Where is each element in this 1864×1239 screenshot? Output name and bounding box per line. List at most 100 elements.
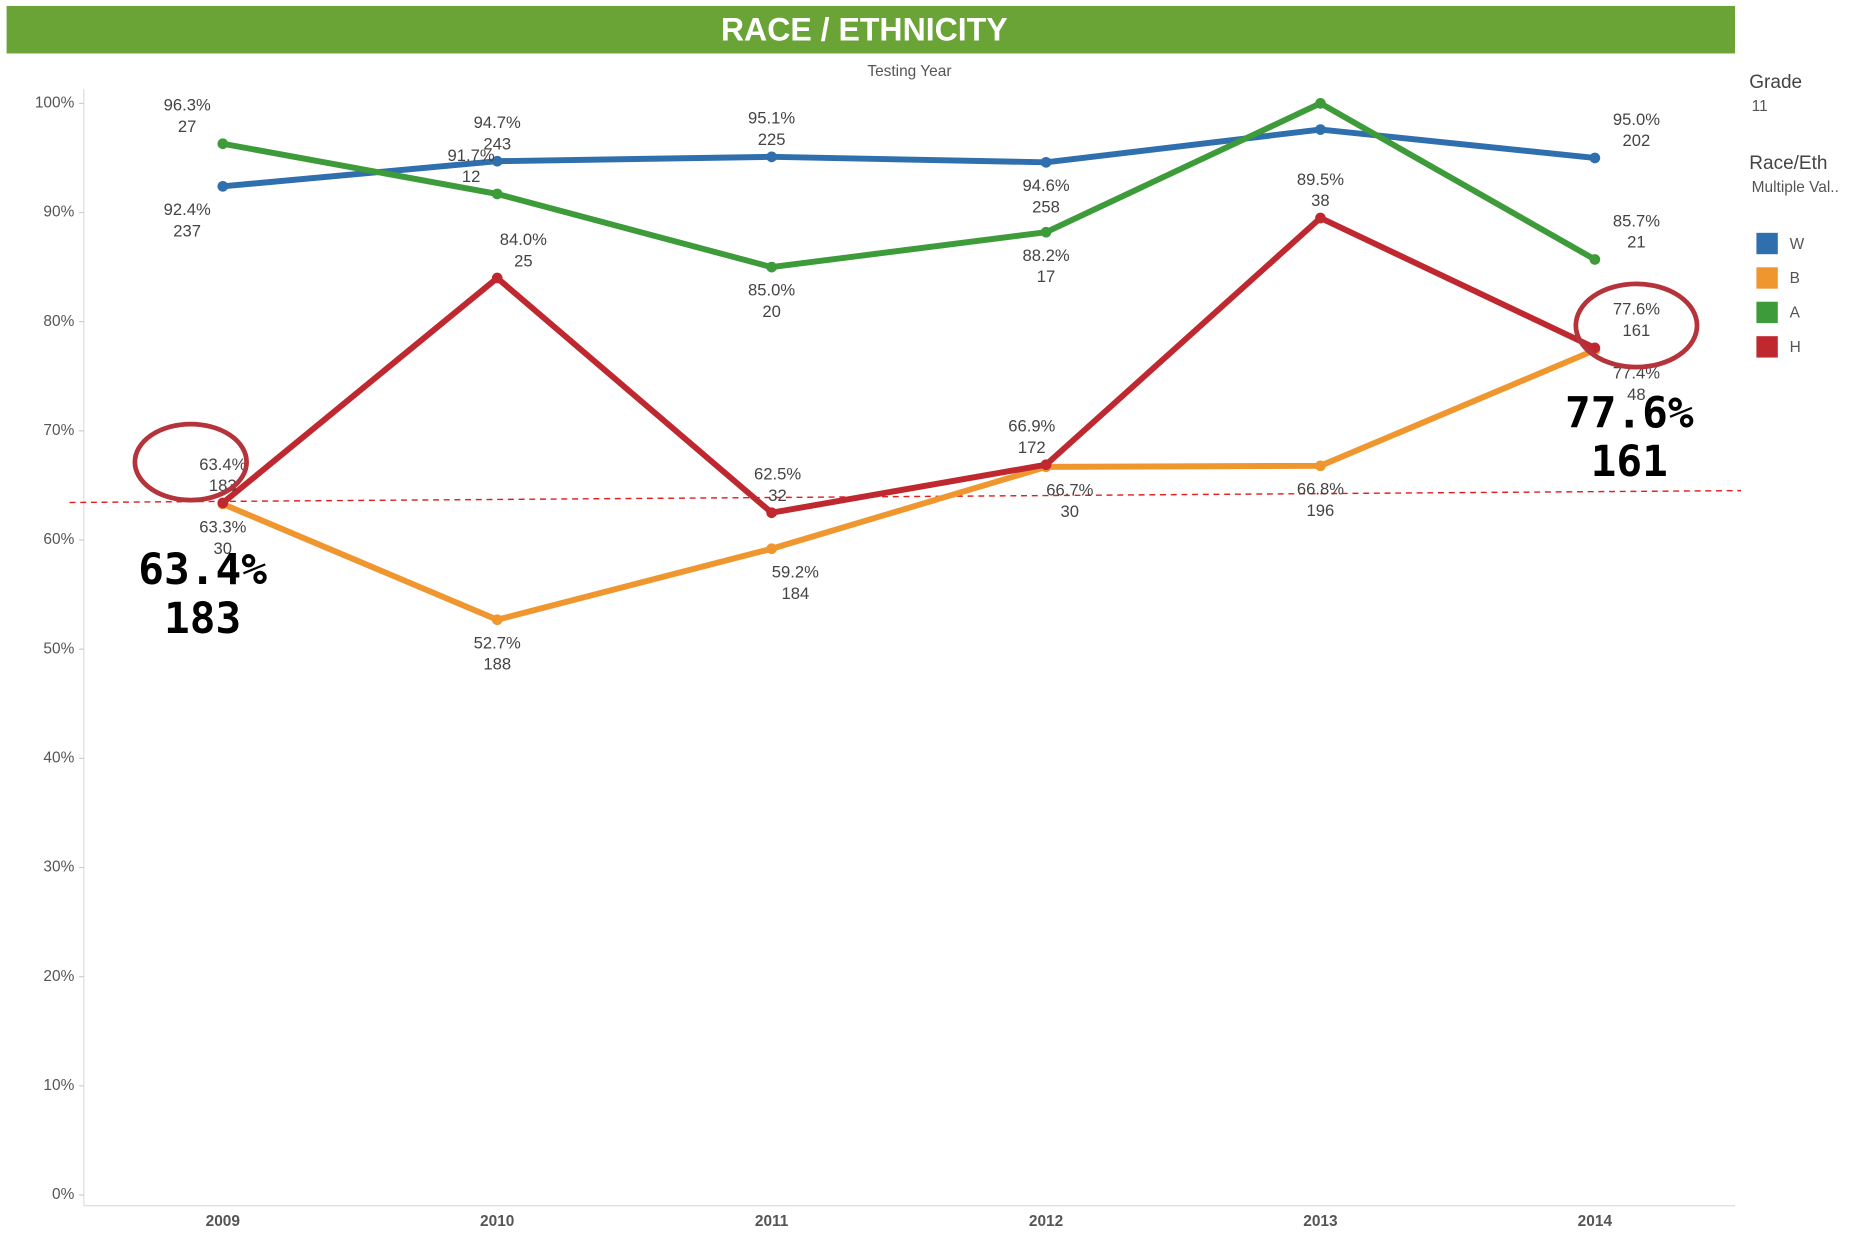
data-point [1040, 226, 1052, 238]
data-label: 85.7% [1613, 211, 1660, 230]
x-axis-title: Testing Year [867, 63, 951, 80]
data-count: 30 [1061, 502, 1080, 521]
data-count: 48 [1627, 385, 1646, 404]
data-count: 243 [483, 134, 511, 153]
data-label: 96.3% [164, 96, 211, 115]
data-count: 237 [173, 221, 201, 240]
y-tick-label: 100% [35, 94, 75, 111]
legend-label: H [1790, 339, 1801, 356]
annotation: 63.4% [138, 545, 267, 595]
filter-value: Multiple Val.. [1752, 179, 1839, 196]
x-tick-label: 2009 [206, 1213, 241, 1230]
data-count: 196 [1307, 501, 1335, 520]
y-tick-label: 40% [43, 749, 74, 766]
data-count: 12 [462, 167, 481, 186]
annotation: 77.6% [1565, 388, 1694, 438]
data-label: 91.7% [448, 146, 495, 165]
data-point [1589, 152, 1601, 164]
data-label: 94.7% [474, 113, 521, 132]
data-point [491, 188, 503, 200]
data-count: 21 [1627, 233, 1646, 252]
y-tick-label: 30% [43, 859, 74, 876]
annotation: 183 [164, 594, 241, 644]
data-label: 52.7% [474, 633, 521, 652]
data-count: 20 [762, 302, 781, 321]
data-label: 66.8% [1297, 479, 1344, 498]
data-label: 92.4% [164, 200, 211, 219]
data-count: 38 [1311, 191, 1330, 210]
data-point [491, 155, 503, 167]
y-tick-label: 70% [43, 422, 74, 439]
data-count: 30 [214, 539, 233, 558]
data-point [1315, 460, 1326, 472]
data-label: 66.7% [1046, 481, 1093, 500]
highlight-circle [1573, 281, 1700, 370]
y-tick-label: 50% [43, 640, 74, 657]
data-point [1589, 254, 1601, 265]
data-label: 66.9% [1008, 417, 1055, 436]
y-tick-label: 20% [43, 968, 74, 985]
x-tick-label: 2012 [1029, 1213, 1063, 1230]
annotation: 161 [1591, 437, 1668, 487]
data-count: 25 [514, 251, 533, 270]
data-point [217, 180, 229, 192]
data-label: 59.2% [772, 562, 819, 581]
title-banner [6, 5, 1736, 54]
data-point [766, 261, 777, 273]
series-line [220, 215, 1597, 516]
data-point [766, 151, 777, 163]
x-tick-label: 2013 [1303, 1213, 1338, 1230]
x-tick-label: 2014 [1578, 1213, 1613, 1230]
data-point [491, 614, 503, 626]
data-label: 95.0% [1613, 110, 1660, 129]
legend-label: B [1790, 270, 1800, 287]
data-point [1040, 459, 1052, 471]
y-tick-label: 0% [52, 1186, 75, 1203]
data-count: 27 [178, 117, 197, 136]
legend-swatch [1756, 301, 1778, 324]
data-point [1040, 156, 1052, 168]
data-count: 32 [768, 486, 787, 505]
data-label: 89.5% [1297, 170, 1344, 189]
series-line [222, 126, 1596, 190]
data-point [766, 543, 777, 555]
x-tick-label: 2011 [755, 1213, 789, 1230]
data-count: 17 [1037, 267, 1055, 286]
data-count: 184 [782, 584, 810, 603]
legend-swatch [1756, 267, 1778, 289]
data-label: 84.0% [500, 230, 547, 249]
highlight-circle [132, 421, 249, 503]
legend-label: A [1790, 305, 1801, 322]
data-label: 77.6% [1613, 300, 1660, 319]
data-point [1315, 212, 1326, 224]
data-count: 172 [1018, 438, 1046, 457]
y-tick-label: 90% [43, 204, 74, 221]
data-point [217, 138, 229, 150]
data-count: 188 [483, 655, 511, 674]
series-line [221, 347, 1597, 623]
data-point [491, 272, 503, 284]
chart-title: RACE / ETHNICITY [721, 12, 1008, 48]
data-label: 88.2% [1022, 246, 1069, 265]
filter-name: Grade [1749, 72, 1802, 93]
legend-label: W [1790, 236, 1805, 253]
data-count: 225 [758, 130, 786, 149]
data-label: 94.6% [1022, 176, 1069, 195]
data-count: 161 [1623, 321, 1651, 340]
data-label: 62.5% [754, 465, 801, 484]
legend-swatch [1756, 336, 1778, 358]
data-label: 85.0% [748, 281, 795, 300]
y-tick-label: 10% [43, 1077, 74, 1094]
data-point [1315, 98, 1326, 109]
filter-name: Race/Eth [1749, 153, 1827, 174]
filter-value: 11 [1752, 98, 1768, 115]
y-tick-label: 80% [43, 313, 74, 330]
data-point [1589, 342, 1601, 354]
data-count: 258 [1032, 197, 1060, 216]
data-point [1315, 124, 1326, 135]
y-tick-label: 60% [43, 531, 74, 548]
series-line [222, 100, 1597, 271]
legend-swatch [1756, 232, 1778, 255]
data-count: 202 [1623, 131, 1651, 150]
